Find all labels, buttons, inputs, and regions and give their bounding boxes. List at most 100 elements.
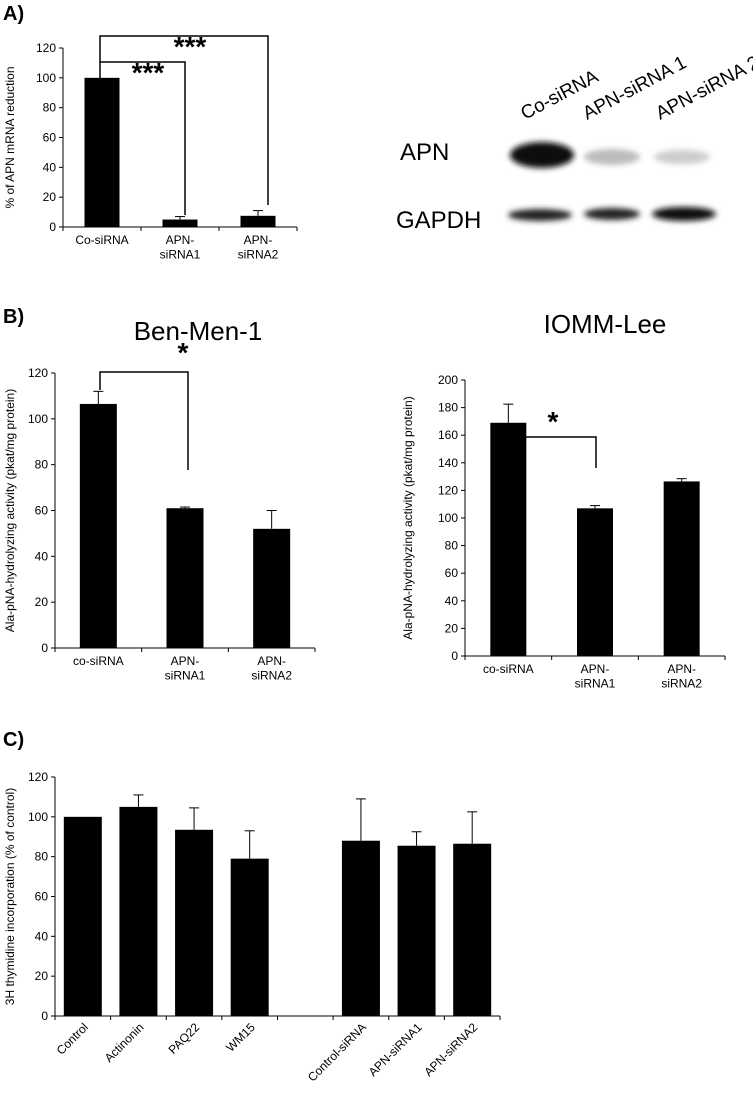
- bar: [119, 806, 158, 1016]
- blot-band: [584, 208, 640, 220]
- significance-label: ***: [132, 57, 165, 88]
- y-tick-label: 40: [35, 549, 49, 563]
- y-tick-label: 60: [445, 566, 459, 580]
- y-tick-label: 20: [35, 969, 49, 983]
- chart-title: IOMM-Lee: [544, 309, 667, 339]
- y-axis-label: 3H thymidine incorporation (% of control…: [3, 788, 17, 1005]
- error-bar: [189, 807, 200, 830]
- y-tick-label: 160: [438, 428, 458, 442]
- error-bar: [503, 403, 514, 423]
- y-tick-label: 200: [438, 373, 458, 387]
- y-axis-label: Ala-pNA-hydrolyzing activity (pkat/mg pr…: [401, 396, 415, 639]
- y-tick-label: 100: [28, 412, 48, 426]
- x-tick-label: APN-siRNA1: [366, 1020, 425, 1079]
- blot-band: [654, 150, 710, 164]
- x-tick-label: APN-siRNA1: [165, 654, 206, 682]
- y-tick-label: 100: [438, 511, 458, 525]
- error-bar: [411, 831, 422, 846]
- panel-label: A): [3, 3, 24, 25]
- x-tick-label: APN-siRNA2: [421, 1020, 480, 1079]
- x-tick-label: APN-siRNA1: [160, 233, 201, 261]
- blot-band: [652, 207, 716, 221]
- y-tick-label: 80: [445, 539, 459, 553]
- y-tick-label: 100: [28, 810, 48, 824]
- error-bar: [590, 505, 600, 509]
- significance-label: *: [178, 337, 189, 368]
- y-tick-label: 0: [41, 1009, 48, 1023]
- y-tick-label: 120: [438, 483, 458, 497]
- error-bar: [133, 794, 144, 807]
- bar: [240, 215, 276, 227]
- x-tick-label: Control-siRNA: [305, 1020, 369, 1084]
- bar: [663, 481, 700, 656]
- error-bar: [266, 510, 277, 529]
- y-tick-label: 40: [445, 594, 459, 608]
- y-tick-label: 140: [438, 456, 458, 470]
- significance-bracket: [507, 436, 597, 468]
- bar: [84, 77, 120, 227]
- error-bar: [355, 798, 366, 841]
- y-tick-label: 20: [43, 190, 57, 204]
- y-tick-label: 120: [28, 366, 48, 380]
- y-tick-label: 80: [43, 101, 57, 115]
- y-tick-label: 100: [36, 71, 56, 85]
- bar: [397, 845, 436, 1016]
- x-tick-label: APN-siRNA2: [238, 233, 279, 261]
- bar: [253, 528, 291, 648]
- blot-row-label: GAPDH: [396, 207, 481, 234]
- bar: [577, 508, 613, 656]
- bar: [453, 843, 492, 1016]
- y-tick-label: 60: [35, 504, 49, 518]
- significance-bracket: [99, 371, 189, 470]
- blot-band: [584, 149, 640, 165]
- y-tick-label: 120: [28, 770, 48, 784]
- x-tick-label: Actinonin: [102, 1020, 147, 1065]
- x-tick-label: APN-siRNA2: [251, 654, 292, 682]
- panel-label: C): [3, 729, 24, 751]
- x-tick-label: co-siRNA: [483, 662, 534, 676]
- y-tick-label: 0: [49, 220, 56, 234]
- x-tick-label: APN-siRNA1: [575, 662, 616, 690]
- bar: [175, 829, 214, 1016]
- chart-title: Ben-Men-1: [134, 316, 263, 346]
- x-tick-label: PAQ22: [166, 1020, 203, 1057]
- y-tick-label: 40: [35, 929, 49, 943]
- bar: [63, 816, 102, 1016]
- error-bar: [93, 390, 104, 404]
- y-tick-label: 60: [35, 890, 49, 904]
- y-axis-label: % of APN mRNA reduction: [3, 66, 17, 208]
- y-tick-label: 80: [35, 850, 49, 864]
- error-bar: [253, 210, 263, 216]
- x-tick-label: WM15: [223, 1020, 258, 1055]
- x-tick-label: Co-siRNA: [75, 233, 128, 247]
- y-tick-label: 180: [438, 401, 458, 415]
- error-bar: [175, 216, 185, 220]
- bar: [230, 858, 269, 1016]
- y-tick-label: 80: [35, 458, 49, 472]
- y-tick-label: 20: [35, 595, 49, 609]
- bar: [341, 840, 380, 1016]
- x-tick-label: APN-siRNA2: [661, 662, 702, 690]
- y-tick-label: 120: [36, 41, 56, 55]
- western-blot: Co-siRNA APN-siRNA 1 APN-siRNA 2 APN GAP…: [396, 52, 753, 234]
- y-tick-label: 20: [445, 621, 459, 635]
- blot-band: [510, 142, 574, 168]
- error-bar: [244, 830, 255, 859]
- y-tick-label: 40: [43, 160, 57, 174]
- significance-bracket: [99, 35, 269, 205]
- bar: [162, 219, 198, 227]
- error-bar: [467, 811, 478, 844]
- y-axis-label: Ala-pNA-hydrolyzing activity (pkat/mg pr…: [3, 389, 17, 632]
- y-tick-label: 60: [43, 131, 57, 145]
- y-tick-label: 0: [451, 649, 458, 663]
- bar: [79, 403, 117, 648]
- y-tick-label: 0: [41, 641, 48, 655]
- significance-bracket: [99, 61, 186, 215]
- bar: [166, 508, 204, 648]
- x-tick-label: co-siRNA: [73, 654, 124, 668]
- blot-row-label: APN: [400, 139, 449, 166]
- significance-label: *: [548, 406, 559, 437]
- x-tick-label: Control: [54, 1020, 91, 1057]
